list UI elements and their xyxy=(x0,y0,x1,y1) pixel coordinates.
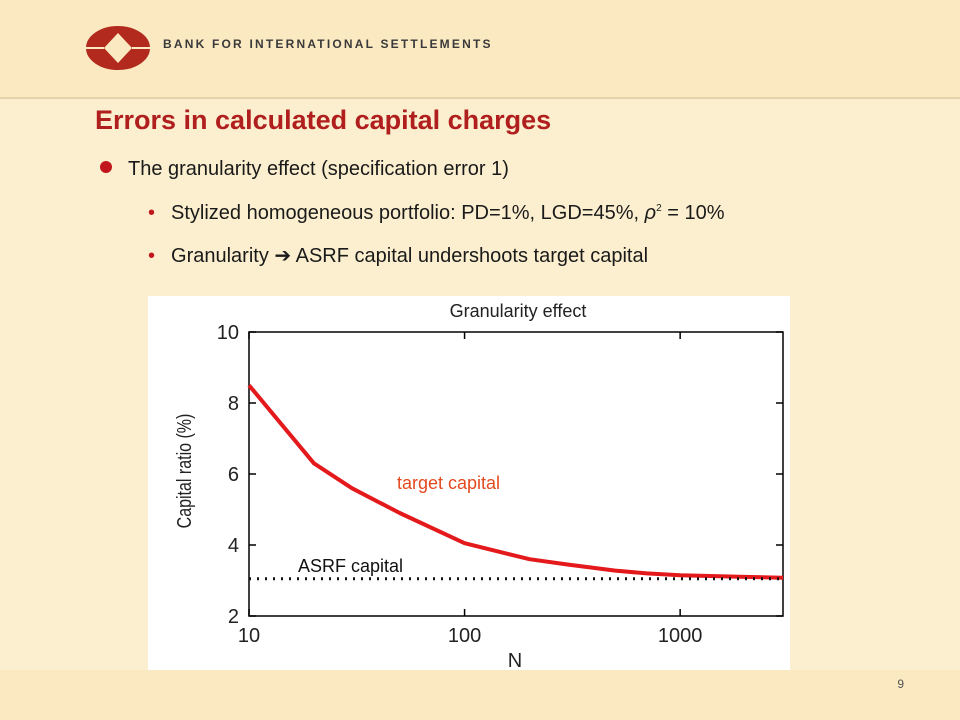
y-tick-label: 8 xyxy=(228,393,239,415)
series-line-target-capital xyxy=(247,384,784,580)
chart-ylabel: Capital ratio (%) xyxy=(173,414,195,529)
x-tick-label: 100 xyxy=(448,625,481,647)
slide-header: BANK FOR INTERNATIONAL SETTLEMENTS xyxy=(0,0,960,99)
sub-bullet-granularity: • Granularity ➔ ASRF capital undershoots … xyxy=(148,243,648,268)
y-tick-label: 4 xyxy=(228,535,239,557)
x-tick-label: 1000 xyxy=(658,625,703,647)
sub1-text-before: Stylized homogeneous portfolio: PD=1%, L… xyxy=(171,202,645,224)
series-label-target-capital: target capital xyxy=(397,473,500,493)
sub-bullet-portfolio: • Stylized homogeneous portfolio: PD=1%, … xyxy=(148,202,724,225)
bullet-dot-icon xyxy=(100,161,112,173)
sub-bullet-dot-icon: • xyxy=(148,245,156,267)
sub2-text-after: ASRF capital undershoots target capital xyxy=(291,245,649,267)
y-tick-label: 2 xyxy=(228,606,239,628)
x-tick-label: 10 xyxy=(238,625,260,647)
page-number: 9 xyxy=(897,677,904,691)
bank-name: BANK FOR INTERNATIONAL SETTLEMENTS xyxy=(163,37,493,51)
sub-bullet-dot-icon: • xyxy=(148,202,156,224)
granularity-chart: Granularity effect Capital ratio (%) N 2… xyxy=(173,301,784,672)
right-arrow-icon: ➔ xyxy=(274,245,292,267)
chart-container: Granularity effect Capital ratio (%) N 2… xyxy=(148,296,790,672)
main-bullet: The granularity effect (specification er… xyxy=(100,158,509,181)
sub2-text-before: Granularity xyxy=(171,245,275,267)
bis-logo-icon xyxy=(84,24,152,72)
slide-footer xyxy=(0,670,960,720)
chart-xlabel: N xyxy=(508,650,522,670)
y-tick-label: 6 xyxy=(228,464,239,486)
series-label-asrf-capital: ASRF capital xyxy=(298,556,403,576)
rho-superscript: 2 xyxy=(656,203,662,214)
y-tick-label: 10 xyxy=(217,322,239,344)
chart-title: Granularity effect xyxy=(450,301,587,321)
sub1-text-after: = 10% xyxy=(661,202,725,224)
slide-title: Errors in calculated capital charges xyxy=(95,105,552,135)
main-bullet-text: The granularity effect (specification er… xyxy=(128,158,509,180)
rho-symbol: ρ xyxy=(644,202,657,224)
